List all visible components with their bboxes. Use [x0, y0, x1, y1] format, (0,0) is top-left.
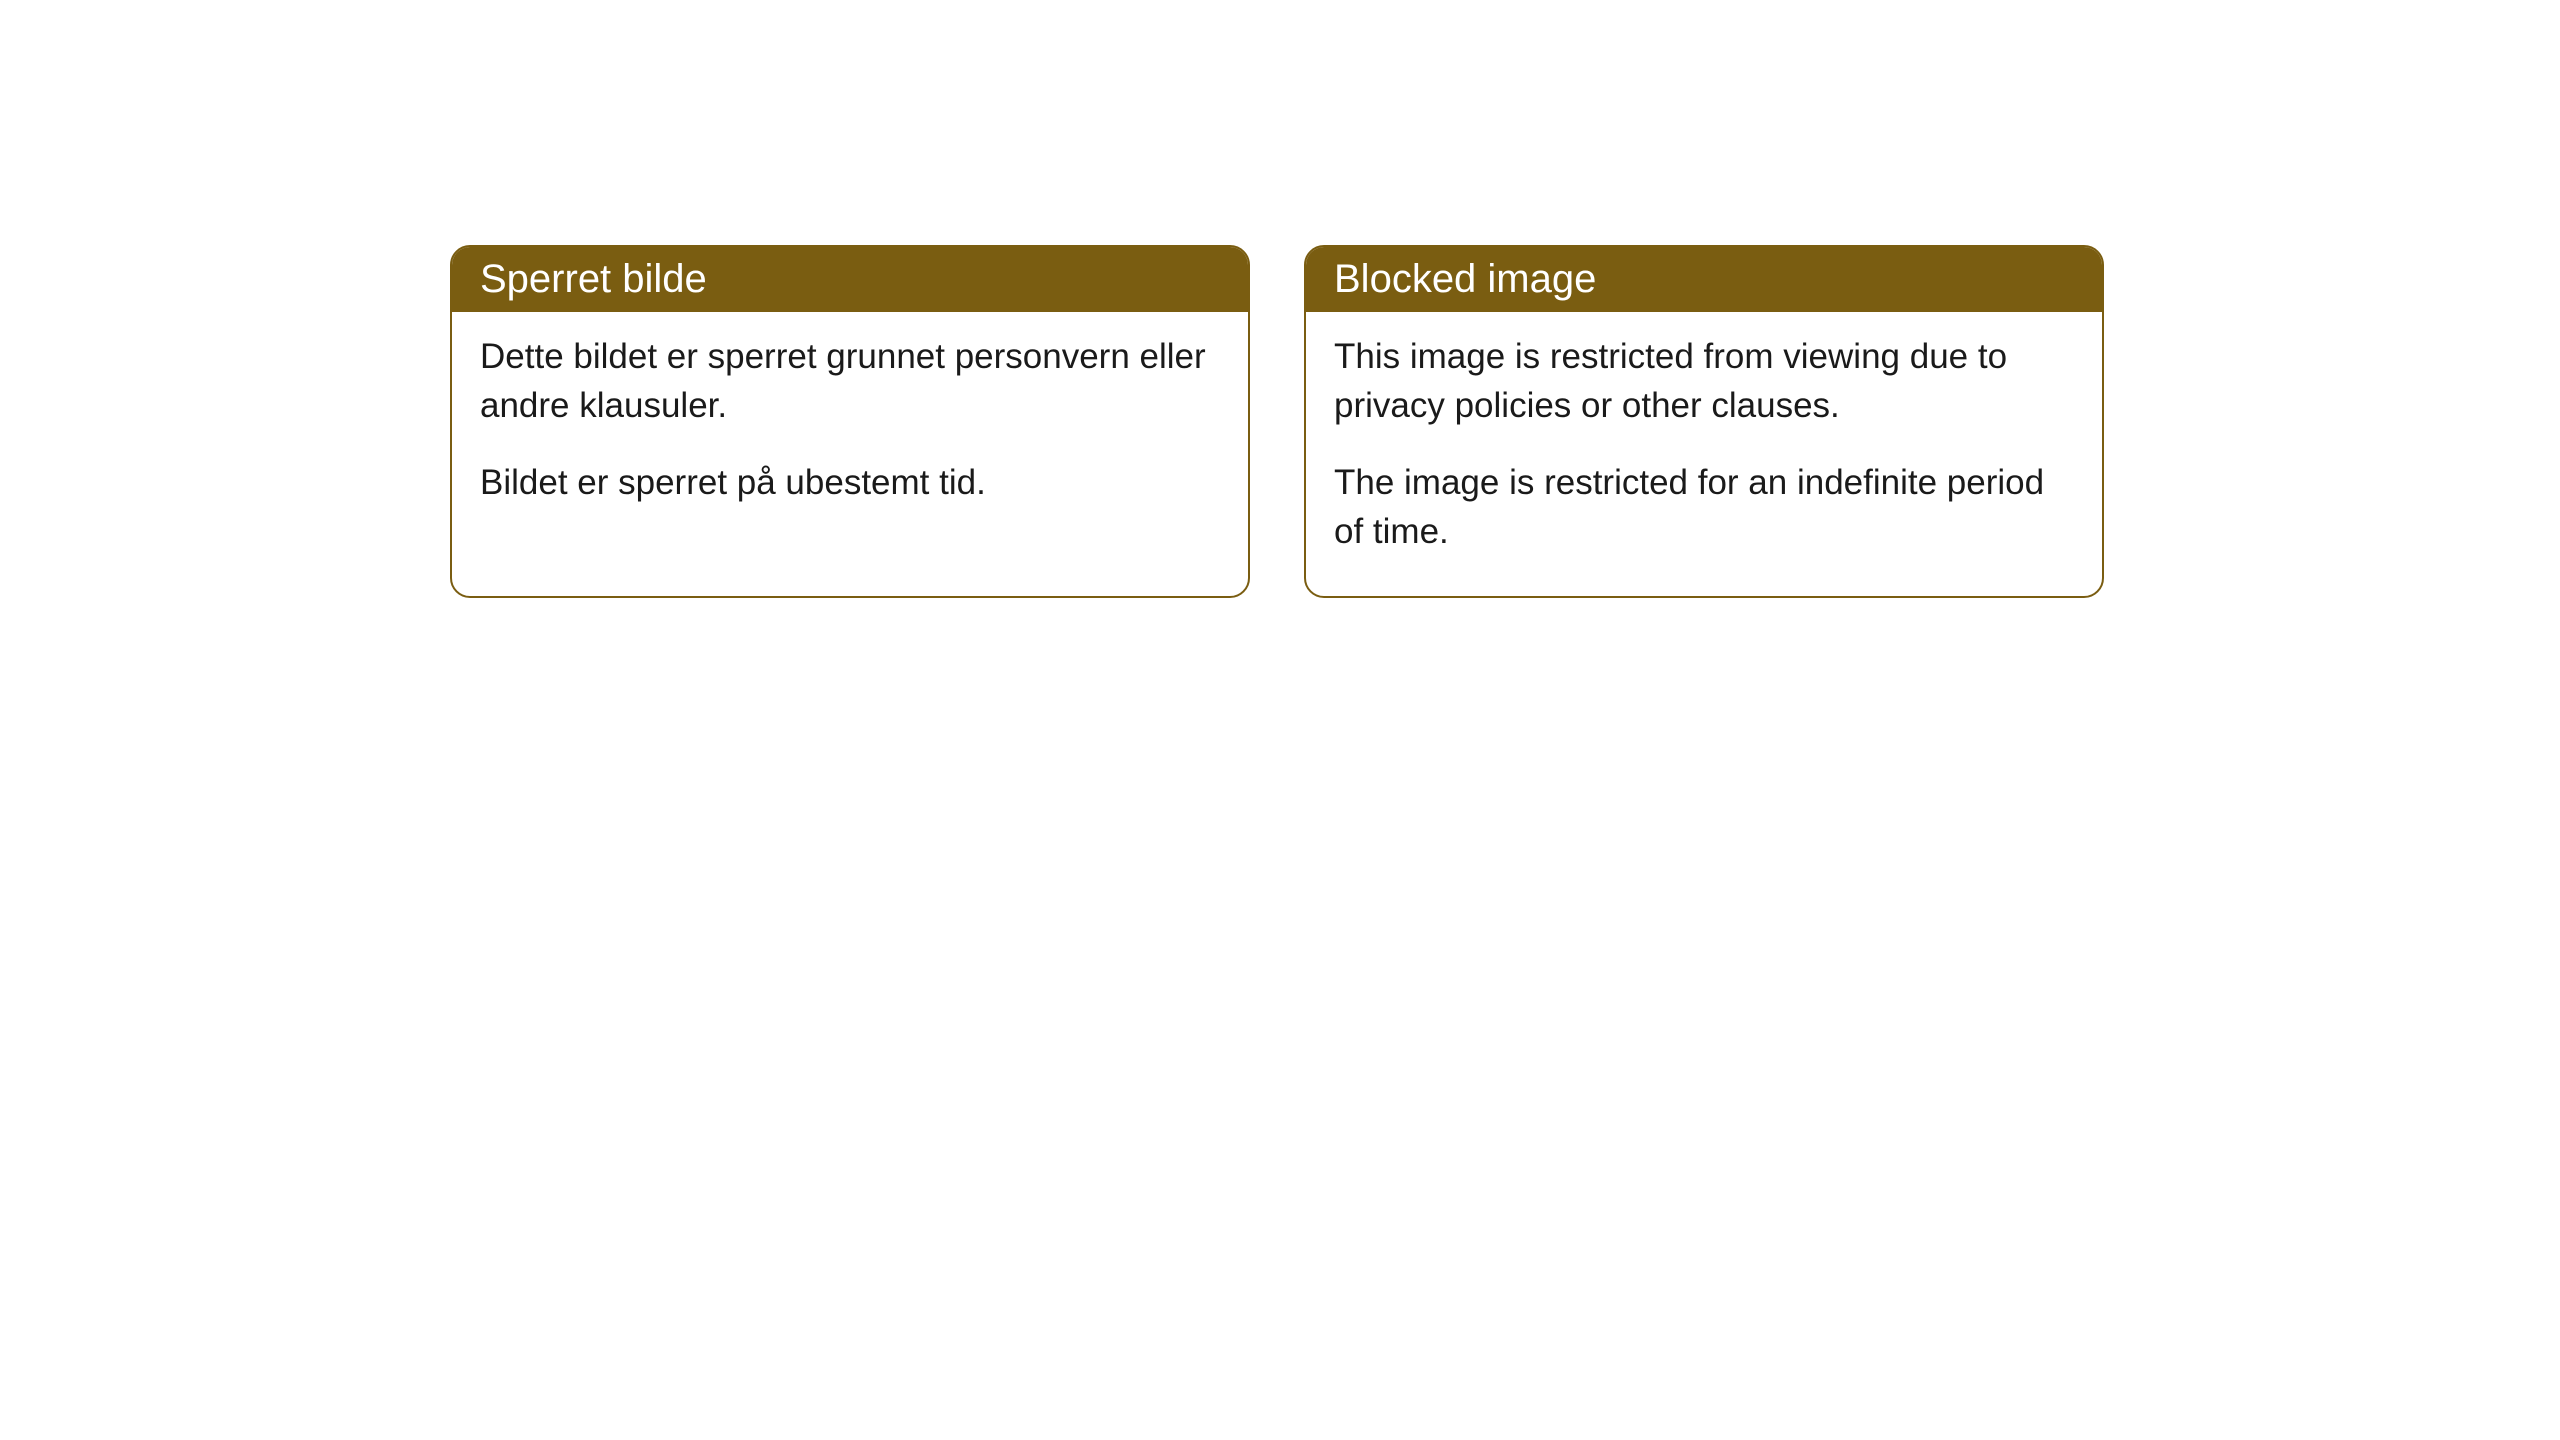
blocked-image-card-english: Blocked image This image is restricted f…	[1304, 245, 2104, 598]
card-header: Blocked image	[1306, 247, 2102, 312]
card-title: Sperret bilde	[480, 257, 707, 301]
card-paragraph: Bildet er sperret på ubestemt tid.	[480, 458, 1220, 507]
card-body: Dette bildet er sperret grunnet personve…	[452, 312, 1248, 547]
card-paragraph: Dette bildet er sperret grunnet personve…	[480, 332, 1220, 430]
card-paragraph: This image is restricted from viewing du…	[1334, 332, 2074, 430]
blocked-image-card-norwegian: Sperret bilde Dette bildet er sperret gr…	[450, 245, 1250, 598]
card-title: Blocked image	[1334, 257, 1596, 301]
notice-cards-container: Sperret bilde Dette bildet er sperret gr…	[450, 245, 2104, 598]
card-paragraph: The image is restricted for an indefinit…	[1334, 458, 2074, 556]
card-body: This image is restricted from viewing du…	[1306, 312, 2102, 596]
card-header: Sperret bilde	[452, 247, 1248, 312]
